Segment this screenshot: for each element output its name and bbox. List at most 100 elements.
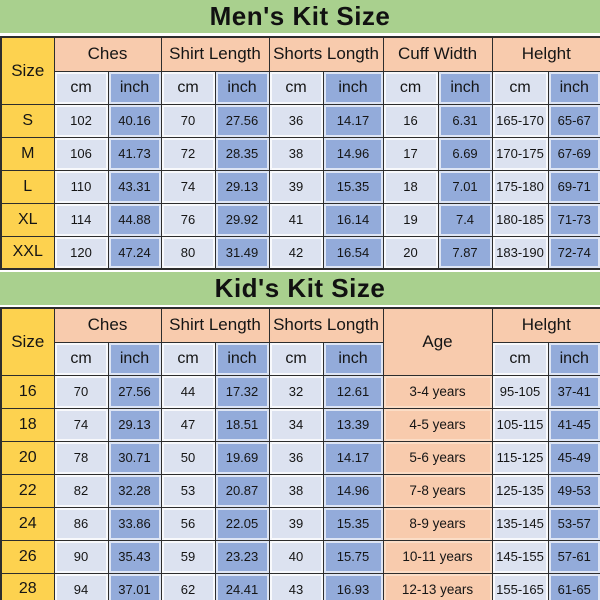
table-row: S 102 40.16 70 27.56 36 14.17 16 6.31 165-170 65-6… [0,103,600,138]
table-row: 20 78 30.71 50 19.69 36 14.17 5-6 years 115-125 4… [0,440,600,475]
value-cell: 19.69 [214,440,270,475]
value-cell: 37-41 [547,374,600,409]
unit-header: cm [268,341,324,376]
value-cell: 42 [268,235,324,270]
value-cell: 57-61 [547,539,600,574]
value-cell: 39 [268,506,324,541]
value-cell: 95-105 [491,374,549,409]
value-cell: 14.17 [322,103,384,138]
value-cell: 36 [268,103,324,138]
mens-kit-size-table: Size Ches Shirt Length Shorts Longth Cuff Wi… [0,36,600,270]
value-cell: 40 [268,539,324,574]
column-group-header: Cuff Width [382,36,493,72]
value-cell: 110 [53,169,109,204]
value-cell: 70 [160,103,216,138]
value-cell: 155-165 [491,572,549,600]
mens-kit-size-title: Men's Kit Size [0,0,600,33]
value-cell: 6.31 [437,103,493,138]
value-cell: 17.32 [214,374,270,409]
value-cell: 90 [53,539,109,574]
value-cell: 20.87 [214,473,270,508]
unit-header: inch [547,70,600,105]
column-group-header: Shirt Length [160,36,270,72]
value-cell: 14.96 [322,136,384,171]
value-cell: 32.28 [107,473,162,508]
value-cell: 20 [382,235,439,270]
value-cell: 36 [268,440,324,475]
value-cell: 32 [268,374,324,409]
value-cell: 12.61 [322,374,384,409]
unit-header: cm [53,70,109,105]
value-cell: 74 [53,407,109,442]
value-cell: 74 [160,169,216,204]
value-cell: 43 [268,572,324,600]
unit-header: cm [491,341,549,376]
value-cell: 18 [382,169,439,204]
size-cell: 28 [0,572,55,600]
age-cell: 8-9 years [382,506,493,541]
value-cell: 71-73 [547,202,600,237]
size-cell: 20 [0,440,55,475]
value-cell: 61-65 [547,572,600,600]
column-group-header: Shirt Length [160,307,270,343]
value-cell: 72-74 [547,235,600,270]
value-cell: 38 [268,136,324,171]
value-cell: 44.88 [107,202,162,237]
value-cell: 115-125 [491,440,549,475]
age-cell: 5-6 years [382,440,493,475]
value-cell: 27.56 [214,103,270,138]
table-row: 28 94 37.01 62 24.41 43 16.93 12-13 years 155-16… [0,572,600,600]
value-cell: 175-180 [491,169,549,204]
age-cell: 4-5 years [382,407,493,442]
size-cell: 26 [0,539,55,574]
value-cell: 105-115 [491,407,549,442]
value-cell: 80 [160,235,216,270]
value-cell: 120 [53,235,109,270]
value-cell: 53 [160,473,216,508]
value-cell: 27.56 [107,374,162,409]
value-cell: 180-185 [491,202,549,237]
value-cell: 35.43 [107,539,162,574]
value-cell: 86 [53,506,109,541]
value-cell: 16.54 [322,235,384,270]
value-cell: 47.24 [107,235,162,270]
value-cell: 45-49 [547,440,600,475]
unit-header: inch [437,70,493,105]
unit-header: cm [268,70,324,105]
column-group-header: Age [382,307,493,376]
column-group-header: Shorts Longth [268,36,384,72]
size-corner-header: Size [0,36,55,105]
kids-kit-size-title: Kid's Kit Size [0,272,600,305]
value-cell: 34 [268,407,324,442]
value-cell: 70 [53,374,109,409]
value-cell: 30.71 [107,440,162,475]
value-cell: 62 [160,572,216,600]
value-cell: 125-135 [491,473,549,508]
value-cell: 22.05 [214,506,270,541]
unit-header: inch [547,341,600,376]
column-group-header: Helght [491,36,600,72]
unit-header: inch [322,341,384,376]
value-cell: 13.39 [322,407,384,442]
table-row: L 110 43.31 74 29.13 39 15.35 18 7.01 175-180 69-7… [0,169,600,204]
size-cell: XL [0,202,55,237]
value-cell: 72 [160,136,216,171]
value-cell: 114 [53,202,109,237]
value-cell: 16 [382,103,439,138]
value-cell: 41 [268,202,324,237]
size-corner-header: Size [0,307,55,376]
value-cell: 39 [268,169,324,204]
value-cell: 15.35 [322,506,384,541]
unit-header: cm [382,70,439,105]
value-cell: 44 [160,374,216,409]
value-cell: 15.35 [322,169,384,204]
value-cell: 7.4 [437,202,493,237]
value-cell: 17 [382,136,439,171]
value-cell: 28.35 [214,136,270,171]
table-row: XL 114 44.88 76 29.92 41 16.14 19 7.4 180-185 71-7… [0,202,600,237]
value-cell: 183-190 [491,235,549,270]
column-group-header: Helght [491,307,600,343]
size-cell: XXL [0,235,55,270]
value-cell: 67-69 [547,136,600,171]
